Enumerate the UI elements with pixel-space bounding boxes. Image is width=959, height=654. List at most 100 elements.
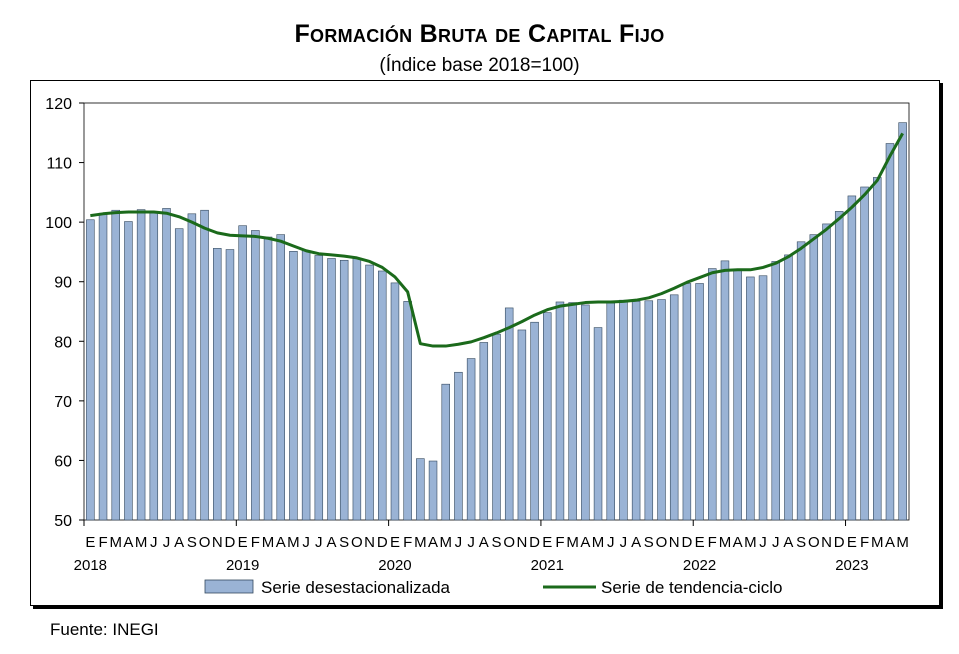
x-month-label: E: [85, 534, 95, 551]
bar: [454, 371, 463, 521]
x-month-label: O: [199, 534, 211, 551]
x-month-label: A: [326, 534, 336, 551]
bar: [136, 209, 146, 521]
source-note: Fuente: INEGI: [50, 620, 159, 639]
x-month-label: D: [225, 534, 236, 551]
x-month-label: S: [644, 534, 654, 551]
x-month-label: J: [163, 534, 171, 551]
x-month-label: M: [439, 534, 452, 551]
bar: [479, 342, 489, 521]
x-month-label: O: [503, 534, 515, 551]
x-month-label: D: [681, 534, 692, 551]
bar: [885, 143, 895, 521]
legend-bar-swatch: [204, 579, 254, 594]
bar: [251, 230, 260, 521]
bar: [403, 301, 412, 521]
x-month-label: O: [808, 534, 820, 551]
x-month-label: M: [592, 534, 605, 551]
x-month-label: M: [109, 534, 122, 551]
bar: [682, 283, 692, 521]
x-month-label: M: [287, 534, 300, 551]
bar: [860, 186, 869, 521]
x-year-label: 2021: [531, 557, 564, 574]
x-month-label: E: [695, 534, 705, 551]
x-year-label: 2018: [74, 557, 107, 574]
x-month-label: F: [555, 534, 564, 551]
bar: [301, 250, 311, 521]
bar: [466, 358, 476, 521]
bar: [834, 211, 844, 521]
x-month-label: J: [620, 534, 628, 551]
bar: [644, 300, 654, 521]
bar: [213, 248, 222, 521]
bar: [619, 299, 628, 521]
y-tick-label: 80: [54, 334, 72, 351]
bar: [593, 327, 603, 521]
x-month-label: O: [351, 534, 363, 551]
x-month-label: J: [467, 534, 475, 551]
bar: [581, 304, 590, 521]
bar: [822, 223, 831, 521]
bar: [352, 257, 362, 521]
bar: [530, 321, 539, 521]
x-month-label: A: [733, 534, 743, 551]
x-month-label: N: [364, 534, 375, 551]
bar: [898, 122, 907, 521]
x-month-label: N: [516, 534, 527, 551]
y-tick-label: 100: [45, 215, 72, 232]
bar: [390, 282, 400, 521]
x-month-label: J: [302, 534, 310, 551]
bar: [758, 275, 768, 521]
x-month-label: A: [580, 534, 590, 551]
x-month-label: S: [796, 534, 806, 551]
bar: [327, 258, 336, 521]
x-month-label: F: [403, 534, 412, 551]
y-tick-label: 50: [54, 513, 72, 530]
x-year-label: 2019: [226, 557, 259, 574]
x-month-label: S: [491, 534, 501, 551]
bar: [746, 276, 755, 521]
x-month-label: J: [455, 534, 463, 551]
x-month-label: J: [607, 534, 615, 551]
bar: [86, 219, 95, 521]
bar: [263, 236, 273, 521]
y-tick-label: 60: [54, 453, 72, 470]
x-month-label: E: [542, 534, 552, 551]
x-month-label: A: [174, 534, 184, 551]
x-month-label: M: [135, 534, 148, 551]
x-month-label: F: [708, 534, 717, 551]
x-month-label: M: [566, 534, 579, 551]
bar: [428, 460, 438, 521]
bar: [124, 221, 133, 521]
x-month-label: F: [860, 534, 869, 551]
bar: [200, 209, 209, 521]
x-year-label: 2022: [683, 557, 716, 574]
x-year-label: 2020: [378, 557, 411, 574]
bar: [809, 234, 819, 521]
x-month-label: N: [821, 534, 832, 551]
y-tick-label: 90: [54, 275, 72, 292]
x-month-label: J: [772, 534, 780, 551]
x-year-label: 2023: [835, 557, 868, 574]
bar: [289, 251, 298, 521]
x-month-label: N: [212, 534, 223, 551]
bar: [733, 270, 742, 521]
bar: [174, 228, 184, 521]
bar: [441, 383, 450, 521]
bar: [238, 225, 247, 521]
x-month-label: A: [783, 534, 793, 551]
x-month-label: D: [529, 534, 540, 551]
x-month-label: M: [871, 534, 884, 551]
bar: [784, 254, 793, 521]
x-month-label: A: [276, 534, 286, 551]
bar: [187, 213, 197, 521]
bar: [314, 255, 324, 521]
x-month-label: M: [262, 534, 275, 551]
x-month-label: S: [187, 534, 197, 551]
x-month-label: O: [656, 534, 668, 551]
x-month-label: F: [251, 534, 260, 551]
bar: [847, 195, 857, 521]
x-month-label: M: [414, 534, 427, 551]
x-month-label: A: [479, 534, 489, 551]
